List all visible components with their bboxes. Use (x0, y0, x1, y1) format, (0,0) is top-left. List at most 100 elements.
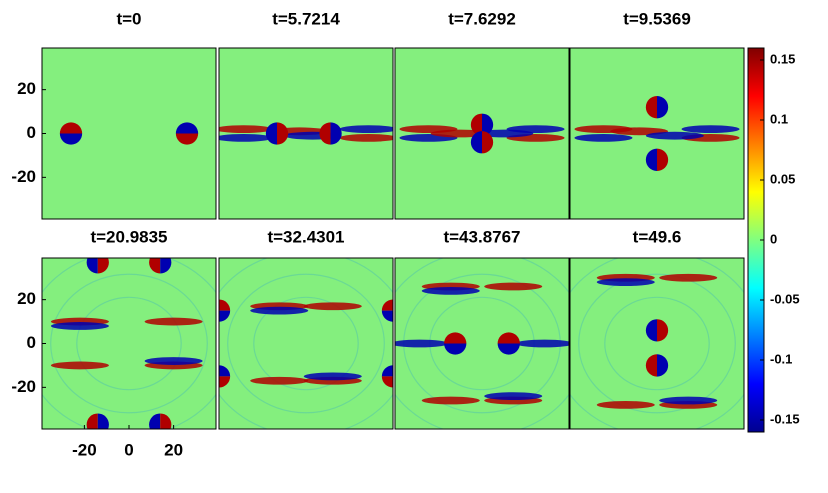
vortex-half (657, 354, 669, 377)
streak (339, 133, 393, 142)
streak (645, 131, 704, 140)
field-background (570, 258, 744, 429)
streak (50, 361, 109, 370)
streak (144, 357, 203, 365)
streak (421, 396, 480, 405)
vortex-half (219, 299, 231, 311)
y-tick-label: 0 (27, 123, 36, 142)
streak (395, 339, 449, 348)
vortex-half (175, 133, 199, 145)
streak (681, 125, 740, 134)
panel-title: t=5.7214 (272, 9, 340, 28)
vortex-half (470, 113, 482, 136)
x-tick-label: 20 (164, 440, 183, 459)
streak (484, 282, 543, 291)
vortex-half (160, 413, 172, 429)
vortex-half (645, 148, 657, 171)
panel (219, 48, 393, 219)
streak (144, 317, 203, 326)
vortex-half (277, 122, 289, 145)
wave-front (253, 296, 359, 391)
wave-front (604, 296, 710, 391)
wave-front (578, 273, 736, 414)
vortex-half (657, 148, 669, 171)
y-tick-label: -20 (11, 377, 36, 396)
vortex-half (160, 258, 172, 274)
streak (596, 400, 655, 409)
vortex-half (645, 354, 657, 377)
vortex-half (482, 113, 494, 136)
panel-frame (569, 257, 745, 430)
panel-title: t=0 (116, 9, 141, 28)
vortex-half (219, 376, 231, 388)
panel-title: t=20.9835 (90, 227, 167, 246)
vortex-half (149, 258, 161, 274)
streak (250, 306, 309, 315)
panel-frame (394, 257, 570, 430)
vortex-half (497, 332, 520, 344)
streak (659, 396, 718, 405)
panel-title: t=9.5369 (623, 9, 691, 28)
streak (219, 133, 273, 142)
panel (219, 258, 393, 429)
panel-frame (218, 257, 394, 430)
vortex-half (219, 310, 231, 322)
wave-front (76, 296, 182, 391)
colorbar-tick-label: 0.1 (770, 111, 788, 126)
panel-title: t=49.6 (633, 227, 682, 246)
colorbar-tick-label: -0.1 (770, 351, 792, 366)
vortex-half (470, 131, 482, 154)
panel-frame (569, 47, 745, 220)
vortex-half (444, 343, 467, 355)
streak (421, 286, 480, 295)
streak (250, 376, 309, 385)
panel (570, 258, 744, 429)
vortex-half (149, 413, 161, 429)
vortex-half (59, 122, 83, 134)
vortex-half (97, 413, 109, 429)
streak (50, 322, 109, 330)
colorbar-tick-label: -0.05 (770, 291, 800, 306)
streak (303, 302, 362, 311)
vortex-half (86, 258, 98, 274)
colorbar-tick-label: 0.15 (770, 51, 795, 66)
streak (339, 125, 393, 134)
vortex-half (444, 332, 467, 344)
y-tick-label: 20 (17, 289, 36, 308)
panel-frame (394, 47, 570, 220)
vortex-half (381, 376, 393, 388)
field-background (219, 258, 393, 429)
streak (659, 273, 718, 282)
colorbar-tick-label: -0.15 (770, 411, 800, 426)
vortex-half (645, 319, 657, 342)
vortex-half (381, 299, 393, 311)
panel (42, 258, 216, 429)
wave-front (50, 273, 208, 414)
panel-title: t=7.6292 (448, 9, 516, 28)
colorbar-tick-label: 0.05 (770, 171, 795, 186)
panel (42, 48, 216, 219)
vortex-half (319, 122, 331, 145)
vortex-half (175, 122, 199, 134)
vortex-half (657, 96, 669, 119)
panel (570, 48, 744, 219)
vortex-half (219, 365, 231, 377)
field-background (42, 258, 216, 429)
vortex-half (265, 122, 277, 145)
vortex-half (330, 122, 342, 145)
panel (395, 258, 569, 429)
y-tick-label: -20 (11, 167, 36, 186)
y-tick-label: 20 (17, 79, 36, 98)
vortex-half (97, 258, 109, 274)
y-tick-label: 0 (27, 333, 36, 352)
panel-title: t=43.8767 (443, 227, 520, 246)
streak (484, 392, 543, 401)
vortex-half (657, 319, 669, 342)
x-tick-label: 0 (124, 440, 133, 459)
streak (515, 339, 569, 348)
colorbar-tick-label: 0 (770, 231, 777, 246)
vortex-half (59, 133, 83, 145)
panel-frame (218, 47, 394, 220)
streak (574, 133, 633, 142)
